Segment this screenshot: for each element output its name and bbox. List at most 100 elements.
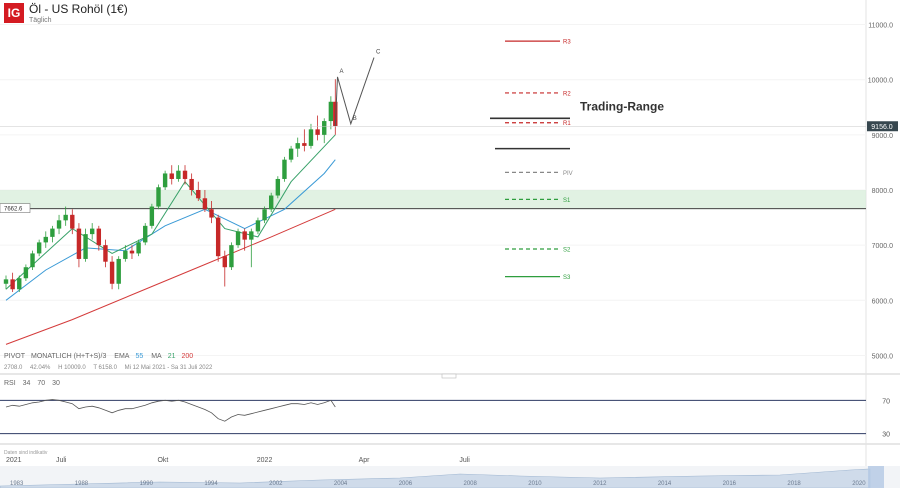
rsi-label[interactable]: RSI xyxy=(4,380,16,387)
pivot-label[interactable]: PIVOT xyxy=(4,353,26,360)
candle-body xyxy=(202,198,208,210)
navigator-year-label: 2018 xyxy=(787,481,801,487)
ma21-line xyxy=(5,134,336,290)
candle-body xyxy=(3,279,9,284)
navigator-year-label: 1990 xyxy=(140,481,154,487)
candle-body xyxy=(116,258,121,284)
candle-body xyxy=(196,190,201,199)
candle-body xyxy=(10,279,15,290)
candle-body xyxy=(275,178,281,196)
price-info: 2708.0 42.04% H 10009.0 T 6158.0 Mi 12 M… xyxy=(4,365,218,371)
candle-body xyxy=(288,148,294,160)
pane-resize-handle[interactable] xyxy=(441,373,457,379)
x-tick-label: 2022 xyxy=(257,457,273,464)
last-price-label: 9156.0 xyxy=(871,124,893,131)
y-tick-label: 8000.0 xyxy=(872,188,894,195)
candle-body xyxy=(149,206,155,226)
x-tick-label: Juli xyxy=(56,457,67,464)
navigator-year-label: 2016 xyxy=(723,481,737,487)
candle-body xyxy=(70,214,75,229)
navigator-year-label: 2020 xyxy=(852,481,866,487)
candle-body xyxy=(182,170,188,179)
navigator-year-label: 2002 xyxy=(269,481,283,487)
rsi-axis-label: 30 xyxy=(882,432,890,439)
candle-body xyxy=(123,250,128,259)
x-tick-label: Okt xyxy=(157,457,168,464)
navigator-year-label: 2014 xyxy=(658,481,672,487)
pivot-params: MONATLICH (H+T+S)/3 xyxy=(31,353,107,360)
candle-body xyxy=(143,225,148,243)
rsi-upper: 70 xyxy=(37,380,46,387)
x-tick-label: 2021 xyxy=(6,457,22,464)
x-tick-label: Apr xyxy=(359,457,371,464)
ma21-value: 21 xyxy=(167,353,176,360)
chart-title: Öl - US Rohöl (1€) xyxy=(29,2,128,16)
disclaimer: Daten sind indikativ xyxy=(4,450,48,456)
horizontal-level-label: 7662.6 xyxy=(4,207,23,213)
candle-body xyxy=(333,101,338,127)
candle-body xyxy=(76,228,82,259)
ma200-line xyxy=(5,208,336,345)
candle-body xyxy=(308,129,314,146)
candle-body xyxy=(169,173,174,179)
ig-logo: IG xyxy=(4,3,24,23)
candle-body xyxy=(129,250,135,254)
candle-body xyxy=(328,101,334,122)
candle-body xyxy=(215,217,221,257)
candle-body xyxy=(103,245,108,262)
x-tick-label: Juli xyxy=(459,457,470,464)
navigator-year-label: 1994 xyxy=(204,481,218,487)
ema55-line xyxy=(5,159,336,301)
navigator-year-label: 1983 xyxy=(10,481,24,487)
candle-body xyxy=(50,228,55,237)
candle-body xyxy=(23,267,29,279)
y-tick-label: 6000.0 xyxy=(872,298,894,305)
ma-label[interactable]: MA xyxy=(151,353,162,360)
candle-body xyxy=(136,242,141,254)
candle-body xyxy=(96,228,102,246)
info-low: T 6158.0 xyxy=(93,365,117,371)
pivot-label-r2: R2 xyxy=(563,91,571,97)
y-tick-label: 10000.0 xyxy=(868,78,893,85)
rsi-lower: 30 xyxy=(52,380,60,387)
candle-body xyxy=(30,253,35,268)
navigator-year-label: 2004 xyxy=(334,481,348,487)
candle-body xyxy=(255,220,261,232)
navigator-year-label: 1988 xyxy=(75,481,89,487)
ema-label[interactable]: EMA xyxy=(114,353,130,360)
candle-body xyxy=(315,129,320,135)
candle-body xyxy=(17,278,22,290)
trading-range-label: Trading-Range xyxy=(580,99,664,113)
chart-timeframe[interactable]: Täglich xyxy=(29,17,52,24)
navigator-selection[interactable] xyxy=(868,466,884,488)
last-price-tag xyxy=(867,121,898,132)
candle-body xyxy=(56,220,62,229)
navigator-year-label: 2012 xyxy=(593,481,607,487)
pivot-label-s3: S3 xyxy=(563,275,571,281)
candle-body xyxy=(262,209,267,221)
info-high: H 10009.0 xyxy=(58,365,86,371)
candle-body xyxy=(282,159,287,179)
candle-body xyxy=(222,256,227,268)
pivot-label-piv: PIV xyxy=(563,171,573,177)
candle-body xyxy=(162,173,168,188)
candle-body xyxy=(249,231,254,240)
candle-body xyxy=(269,195,274,210)
candle-body xyxy=(295,143,300,149)
ma200-value: 200 xyxy=(181,353,194,360)
indicator-legend: PIVOT MONATLICH (H+T+S)/3 EMA 55 MA 21 200 xyxy=(4,353,199,360)
rsi-period: 34 xyxy=(22,380,31,387)
y-tick-label: 9000.0 xyxy=(872,133,894,140)
candle-body xyxy=(189,178,194,190)
candle-body xyxy=(176,170,181,179)
candle-body xyxy=(63,214,68,221)
y-tick-label: 11000.0 xyxy=(868,23,893,30)
y-tick-label: 5000.0 xyxy=(872,353,894,360)
rsi-line xyxy=(5,399,336,422)
candle-body xyxy=(209,209,214,218)
info-value-2: 42.04% xyxy=(30,365,51,371)
navigator-year-label: 2006 xyxy=(399,481,413,487)
candle-body xyxy=(36,242,42,254)
wave-label-b: B xyxy=(353,116,357,122)
